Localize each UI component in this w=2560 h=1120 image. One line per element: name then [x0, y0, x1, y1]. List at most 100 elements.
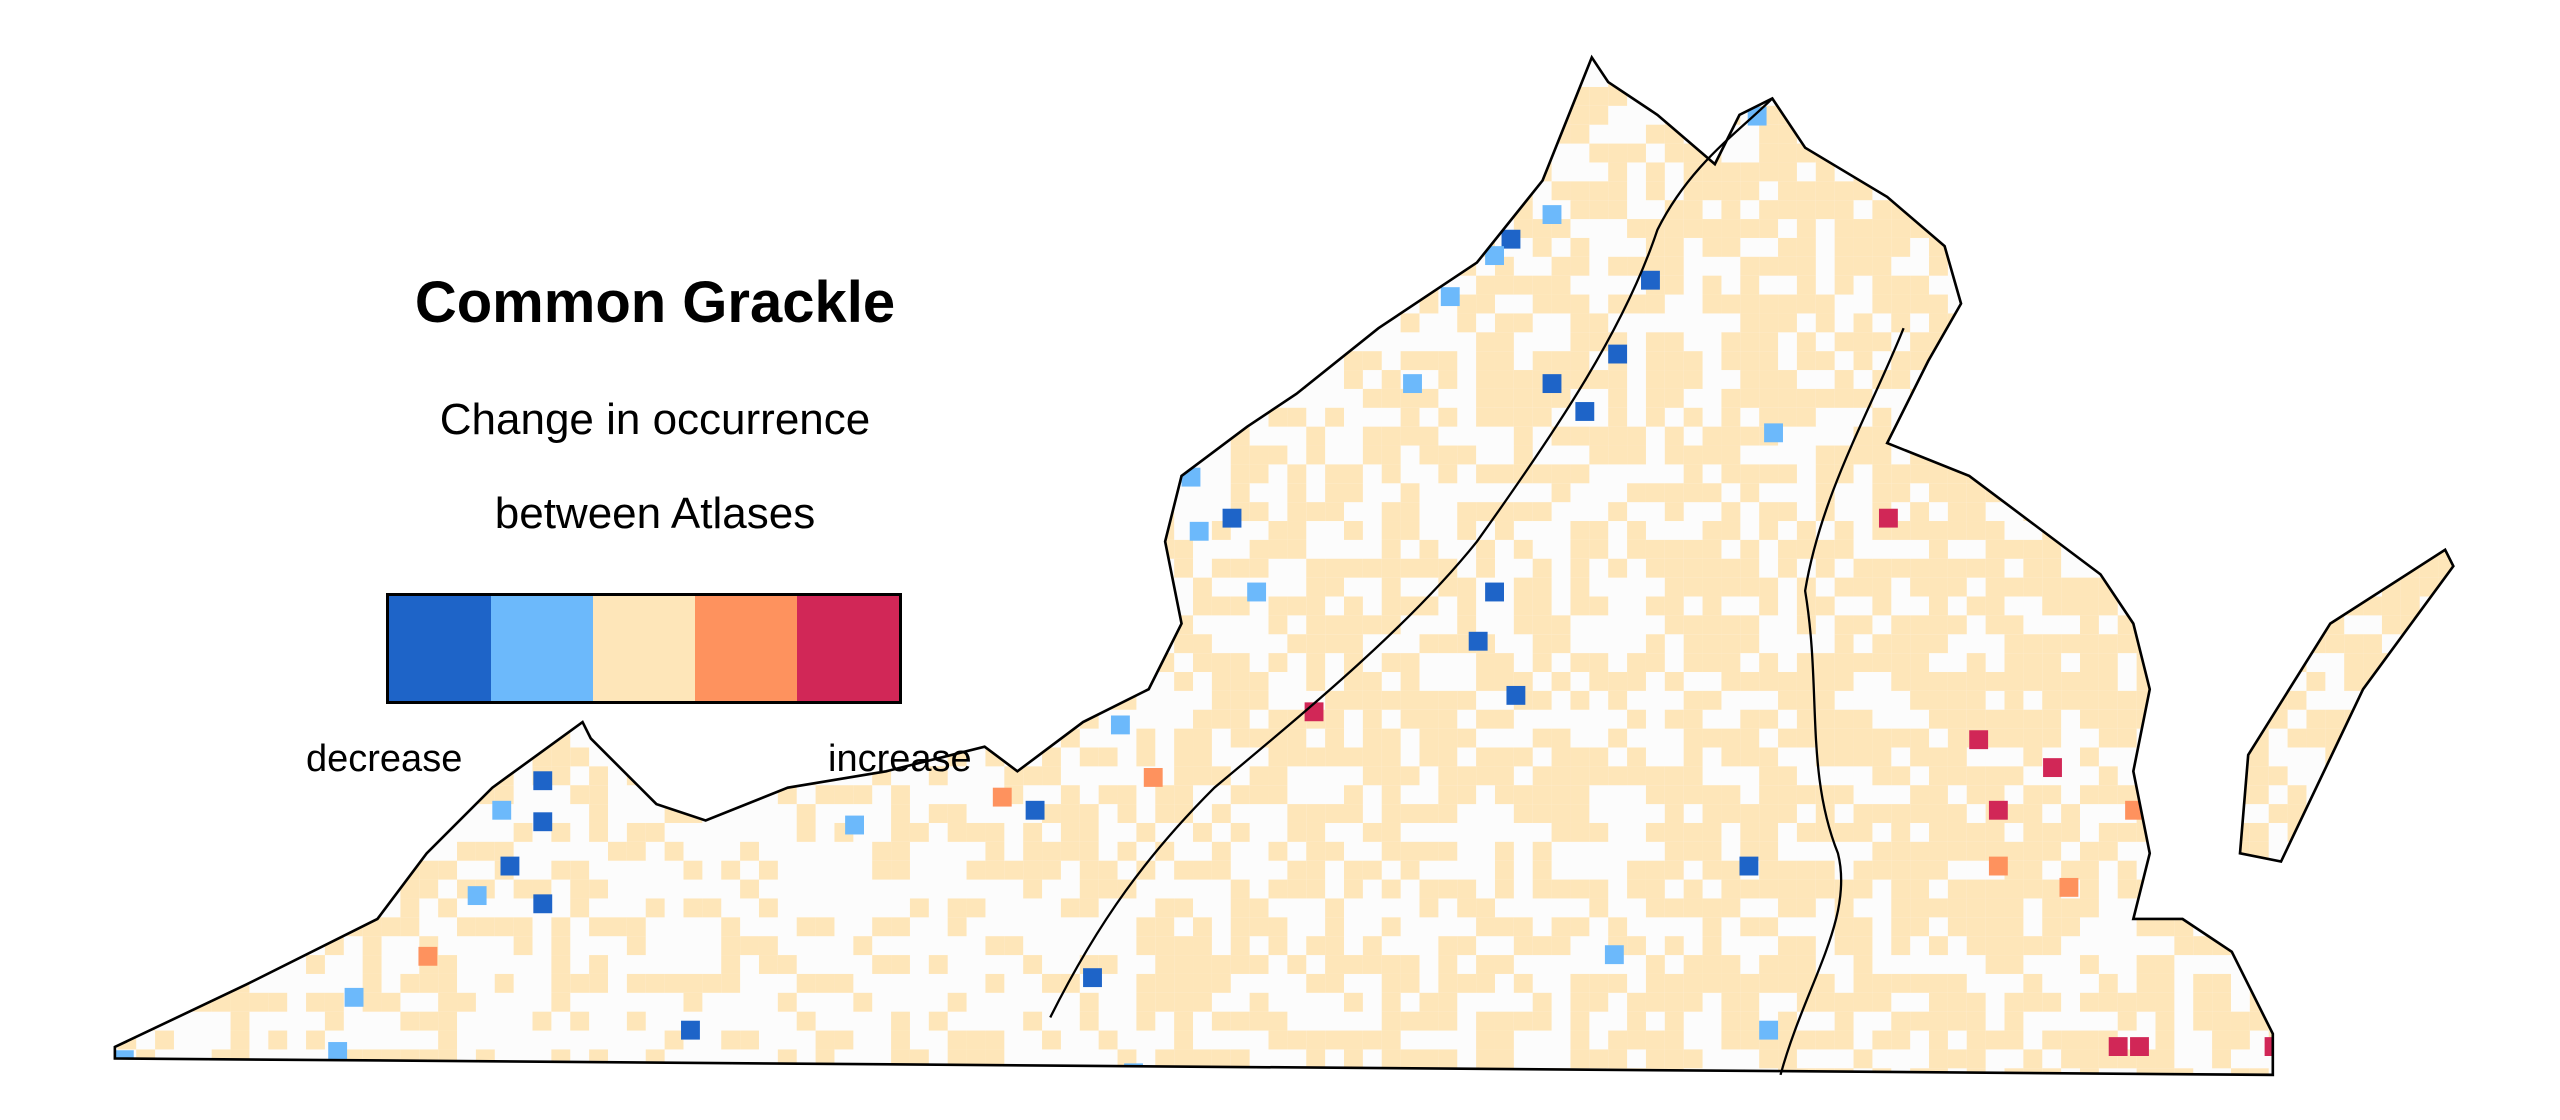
- cell-no-change: [1551, 68, 1571, 87]
- cell-no-change: [1193, 917, 1212, 937]
- cell-no-change: [2419, 860, 2439, 880]
- cell-no-change: [1910, 653, 1930, 672]
- cell-no-change: [1947, 558, 1967, 578]
- cell-no-change: [1551, 917, 1571, 937]
- cell-no-change: [1759, 747, 1779, 767]
- cell-no-change: [909, 370, 929, 389]
- cell-no-change: [1947, 709, 1967, 729]
- cell-no-change: [1155, 955, 1175, 974]
- cell-no-change: [2193, 936, 2213, 956]
- cell-no-change: [1683, 841, 1703, 861]
- cell-no-change: [2174, 502, 2194, 522]
- cell-no-change: [2155, 709, 2175, 729]
- cell-no-change: [211, 539, 231, 559]
- cell-no-change: [155, 124, 174, 144]
- cell-no-change: [1306, 747, 1326, 767]
- cell-no-change: [2381, 502, 2401, 522]
- cell-no-change: [1910, 332, 1930, 352]
- cell-no-change: [1796, 822, 1816, 842]
- cell-no-change: [1193, 766, 1212, 786]
- cell-no-change: [1702, 634, 1722, 654]
- cell-no-change: [1608, 558, 1628, 578]
- cell-no-change: [2080, 86, 2099, 106]
- cell-no-change: [1117, 521, 1137, 540]
- cell-no-change: [1438, 68, 1458, 87]
- cell-no-change: [1494, 351, 1514, 371]
- cell-no-change: [2023, 634, 2043, 654]
- cell-no-change: [2061, 464, 2080, 484]
- cell-strong-decrease: [1575, 402, 1595, 421]
- cell-no-change: [1966, 57, 1986, 69]
- cell-no-change: [2287, 521, 2307, 540]
- cell-no-change: [2136, 445, 2156, 465]
- cell-no-change: [758, 1068, 778, 1075]
- decrease-label: decrease: [306, 738, 463, 780]
- cell-no-change: [1362, 294, 1382, 314]
- cell-no-change: [1249, 332, 1269, 352]
- cell-no-change: [532, 879, 552, 899]
- cell-no-change: [1740, 822, 1760, 842]
- cell-no-change: [2042, 879, 2062, 899]
- cell-no-change: [1098, 370, 1118, 389]
- cell-no-change: [872, 124, 892, 144]
- cell-no-change: [230, 370, 250, 389]
- cell-no-change: [1344, 256, 1363, 276]
- cell-no-change: [1079, 690, 1099, 710]
- cell-no-change: [1872, 577, 1892, 597]
- cell-no-change: [1306, 445, 1326, 465]
- cell-no-change: [1683, 200, 1703, 220]
- cell-no-change: [551, 57, 571, 69]
- cell-no-change: [1853, 445, 1873, 465]
- cell-no-change: [1721, 1030, 1741, 1050]
- cell-no-change: [249, 86, 269, 106]
- cell-no-change: [1419, 539, 1439, 559]
- cell-no-change: [1796, 275, 1816, 295]
- cell-no-change: [758, 464, 778, 484]
- cell-no-change: [2419, 219, 2439, 238]
- cell-no-change: [2230, 577, 2250, 597]
- cell-no-change: [1381, 464, 1401, 484]
- cell-no-change: [2306, 237, 2326, 257]
- cell-no-change: [1174, 256, 1194, 276]
- cell-no-change: [1117, 105, 1137, 125]
- cell-no-change: [2457, 540, 2476, 559]
- cell-no-change: [570, 973, 590, 993]
- cell-no-change: [1174, 766, 1194, 786]
- cell-no-change: [438, 162, 458, 182]
- cell-no-change: [1796, 539, 1816, 559]
- cell-no-change: [211, 841, 231, 861]
- cell-no-change: [2193, 502, 2213, 522]
- cell-no-change: [1853, 237, 1873, 257]
- cell-no-change: [1098, 464, 1118, 484]
- cell-no-change: [1325, 615, 1344, 635]
- cell-no-change: [117, 558, 137, 578]
- cell-no-change: [928, 1011, 948, 1031]
- cell-no-change: [1174, 1049, 1194, 1069]
- cell-no-change: [1627, 1011, 1646, 1031]
- cell-no-change: [2363, 388, 2382, 408]
- cell-no-change: [589, 955, 608, 974]
- cell-no-change: [1438, 57, 1458, 69]
- cell-no-change: [1287, 1068, 1307, 1075]
- cell-no-change: [1306, 822, 1326, 842]
- cell-no-change: [1249, 728, 1269, 748]
- cell-no-change: [1494, 766, 1514, 786]
- cell-no-change: [2212, 917, 2231, 937]
- cell-no-change: [853, 464, 873, 484]
- cell-no-change: [1683, 483, 1703, 503]
- cell-no-change: [1645, 407, 1665, 427]
- cell-no-change: [1702, 558, 1722, 578]
- cell-no-change: [1249, 766, 1269, 786]
- cell-no-change: [589, 219, 608, 238]
- cell-no-change: [1683, 68, 1703, 87]
- increase-label: increase: [828, 738, 972, 780]
- cell-no-change: [1966, 653, 1986, 672]
- cell-no-change: [2117, 143, 2137, 163]
- cell-no-change: [1174, 955, 1194, 974]
- cell-no-change: [2174, 351, 2194, 371]
- cell-no-change: [1193, 709, 1212, 729]
- cell-no-change: [1589, 653, 1609, 672]
- cell-no-change: [1211, 596, 1231, 616]
- cell-no-change: [1815, 464, 1835, 484]
- cell-no-change: [683, 860, 703, 880]
